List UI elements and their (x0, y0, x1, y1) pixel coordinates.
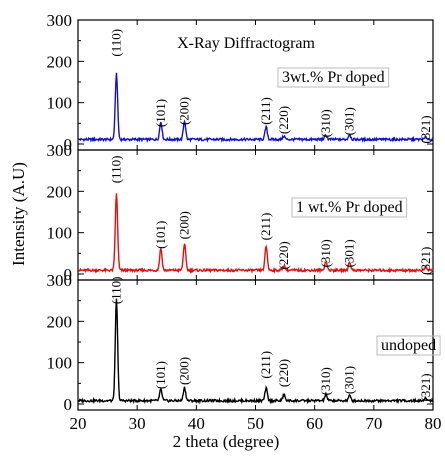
series-line (77, 298, 434, 405)
peak-label: (110) (108, 29, 123, 57)
x-tick-label: 60 (306, 414, 323, 433)
peak-label: (211) (258, 351, 273, 379)
x-tick-label: 70 (365, 414, 382, 433)
panel-1: 0 100 200 300 (110) (101) (200) (211) (220) (310)… (47, 11, 434, 154)
series-line (77, 72, 434, 144)
x-axis-title: 2 theta (degree) (173, 432, 280, 451)
panel-2: 0 100 200 300 (110) (101) (200) (211)(220) (310)… (47, 141, 434, 284)
panel-label-box (291, 197, 408, 218)
y-tick-label: 300 (47, 271, 73, 290)
peak-label: (220) (276, 106, 291, 134)
panel-label: 3wt.% Pr doped (282, 69, 385, 86)
peak-label: (101) (153, 361, 168, 389)
panel-label: undoped (381, 337, 436, 354)
peak-label: (220) (276, 359, 291, 387)
panel-frame (77, 279, 434, 411)
y-axis-title: Intensity (A.U) (9, 162, 28, 266)
peak-label: (101) (153, 99, 168, 127)
y-tick-label: 100 (47, 224, 73, 243)
peak-label: (301) (342, 366, 357, 394)
y-tick-label: 200 (47, 52, 73, 71)
peak-label: (310) (318, 109, 333, 137)
y-tick-label: 300 (47, 141, 73, 160)
peak-label: (321) (418, 373, 433, 401)
y-tick-label: 0 (64, 395, 73, 414)
axes-layer: 20 30 40 50 60 70 80 (70, 414, 442, 433)
plot-title: X-Ray Diffractogram (177, 35, 315, 52)
peak-label: (110) (108, 276, 123, 304)
y-tick-label: 100 (47, 94, 73, 113)
y-tick-label: 0 (64, 265, 73, 284)
peak-label: (200) (177, 211, 192, 239)
peak-label: (301) (342, 107, 357, 135)
peak-label: (301) (342, 239, 357, 267)
peak-label: (310) (318, 239, 333, 267)
y-tick-label: 200 (47, 312, 73, 331)
panel-label-box (376, 335, 441, 356)
y-tick-label: 0 (64, 135, 73, 154)
peak-label: (200) (177, 97, 192, 125)
peak-label: (211) (258, 213, 273, 241)
panel-3: 0 100 200 300 (110) (101) (200) (211) (220) (310)… (47, 271, 441, 414)
peak-label: (200) (177, 357, 192, 385)
x-tick-label: 80 (425, 414, 442, 433)
x-tick-label: 30 (129, 414, 146, 433)
y-tick-label: 100 (47, 354, 73, 373)
peak-label: (220) (276, 241, 291, 269)
y-tick-label: 200 (47, 182, 73, 201)
peak-label: (321) (418, 115, 433, 143)
series-line (77, 193, 434, 275)
peak-label: (101) (153, 221, 168, 249)
x-tick-label: 50 (247, 414, 264, 433)
x-tick-label: 40 (188, 414, 205, 433)
x-tick-label: 20 (70, 414, 87, 433)
peak-label: (110) (108, 156, 123, 184)
panel-label: 1 wt.% Pr doped (296, 199, 403, 216)
panel-label-box (277, 67, 390, 88)
peak-label: (211) (258, 97, 273, 125)
y-tick-label: 300 (47, 11, 73, 30)
peak-label: (321) (418, 247, 433, 275)
peak-label: (310) (318, 367, 333, 395)
